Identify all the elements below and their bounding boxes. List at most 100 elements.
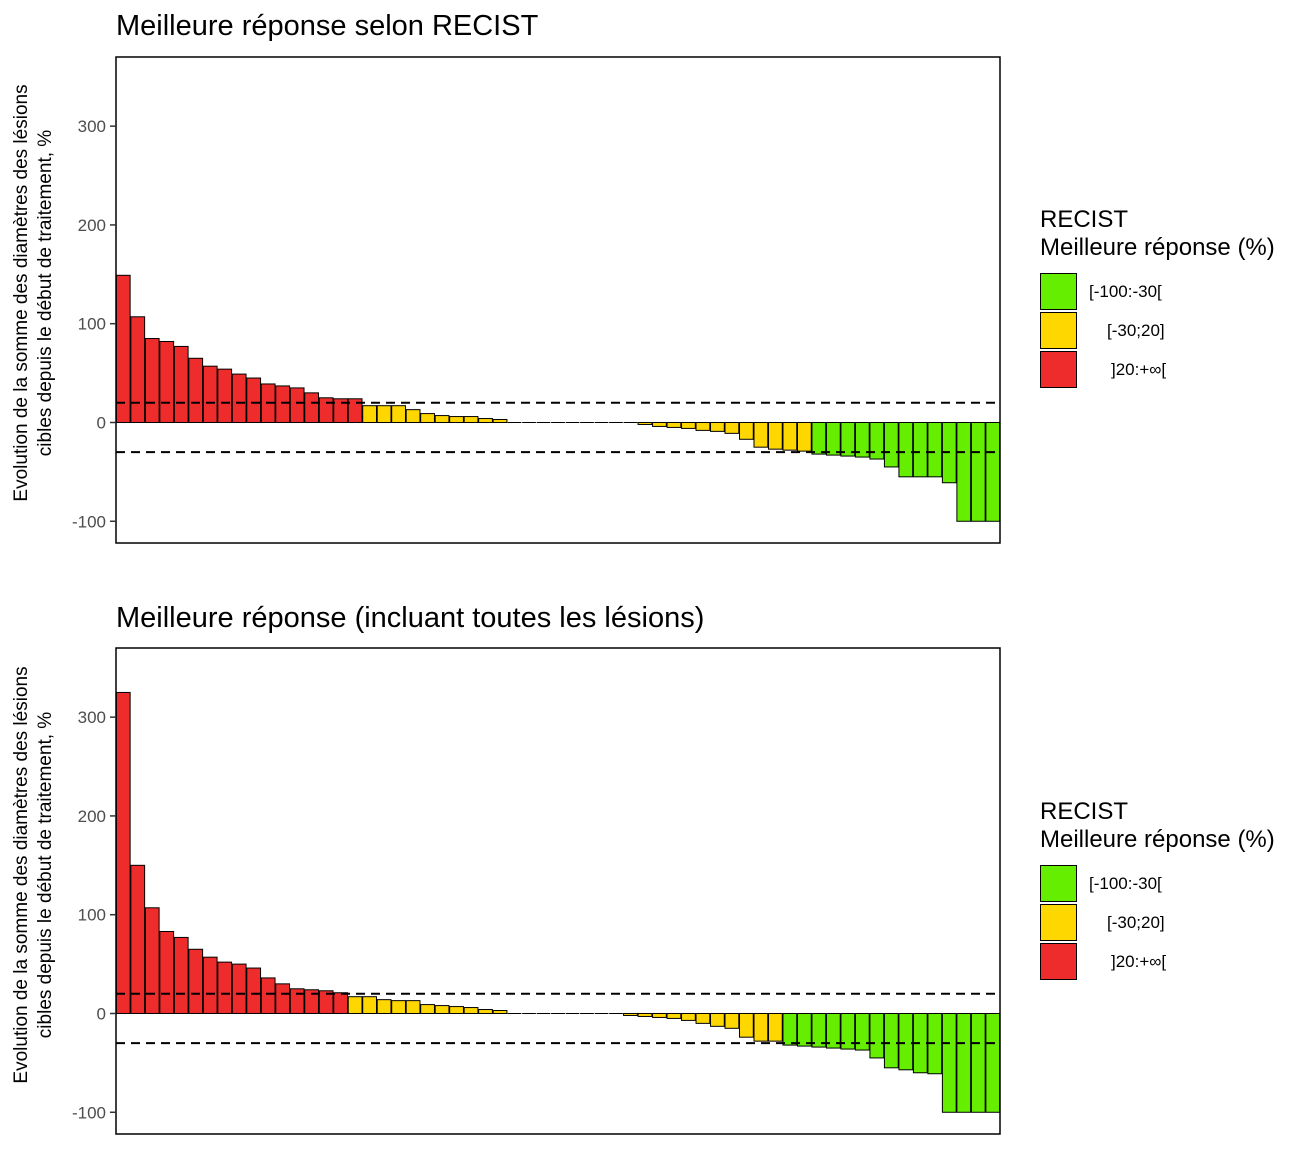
bar	[115, 691, 131, 1014]
bar	[463, 416, 479, 423]
bar	[333, 992, 349, 1014]
bar	[970, 1012, 986, 1113]
bar	[246, 377, 262, 423]
bar	[130, 316, 146, 423]
bar	[739, 421, 754, 440]
legend-swatch	[1040, 865, 1077, 902]
plot-frame	[115, 647, 1001, 1135]
bar	[173, 345, 189, 423]
bar	[318, 397, 334, 423]
bar	[767, 1012, 783, 1042]
bar	[652, 421, 667, 427]
bar	[637, 421, 653, 425]
bar	[753, 421, 769, 448]
chart-panel-1: Meilleure réponse selon RECIST Evolution…	[11, 10, 1275, 544]
bar	[130, 864, 146, 1014]
bar	[217, 368, 233, 423]
legend-item-red: ]20:+∞[	[1040, 942, 1275, 981]
legend-label: ]20:+∞[	[1111, 359, 1167, 379]
bar	[449, 1006, 464, 1014]
bar	[115, 274, 131, 423]
bar	[463, 1007, 479, 1014]
bar	[304, 989, 320, 1014]
bar	[869, 1012, 885, 1059]
bar	[202, 956, 218, 1014]
bar	[362, 996, 377, 1014]
legend-title-line1: RECIST	[1040, 206, 1129, 233]
bar	[927, 421, 943, 478]
bar	[260, 977, 276, 1014]
bar	[681, 421, 696, 429]
bar	[695, 421, 711, 431]
bar	[405, 409, 421, 423]
bar	[666, 1012, 682, 1019]
bar	[391, 1000, 406, 1014]
bar	[883, 1012, 899, 1069]
legend-item-yellow: [-30;20]	[1040, 311, 1275, 350]
bar	[173, 936, 189, 1014]
y-tick-label: 200	[78, 807, 106, 826]
bar	[710, 1012, 725, 1027]
bar	[188, 357, 204, 423]
bar	[304, 392, 320, 423]
y-tick-label: 100	[78, 315, 106, 334]
bar	[956, 421, 972, 522]
plot-area: -100 0 100 200 300	[72, 56, 1001, 544]
legend-swatch	[1040, 312, 1077, 349]
y-tick-label: 300	[78, 117, 106, 136]
legend-label: [-30;20]	[1107, 320, 1165, 340]
bar	[492, 419, 508, 423]
bar	[883, 421, 899, 468]
bar	[710, 421, 725, 432]
legend-label: ]20:+∞[	[1111, 951, 1167, 971]
bar	[941, 1012, 957, 1113]
bar	[144, 907, 160, 1014]
legend-title-line2: Meilleure réponse (%)	[1040, 826, 1275, 853]
legend: RECIST Meilleure réponse (%) [-100:-30[ …	[1040, 798, 1275, 981]
legend-swatch	[1040, 943, 1077, 980]
bar	[912, 421, 928, 478]
y-tick-label: -100	[72, 1103, 106, 1122]
bar	[478, 1009, 493, 1014]
legend-item-red: ]20:+∞[	[1040, 350, 1275, 389]
bar	[333, 398, 349, 423]
legend-title-line2: Meilleure réponse (%)	[1040, 234, 1275, 261]
bar	[376, 999, 392, 1014]
y-tick-label: 200	[78, 216, 106, 235]
bar	[869, 421, 885, 460]
bar	[796, 1012, 812, 1047]
legend-item-yellow: [-30;20]	[1040, 903, 1275, 942]
legend-swatch	[1040, 904, 1077, 941]
bar	[724, 421, 740, 434]
bar	[159, 931, 175, 1014]
legend-swatch	[1040, 351, 1077, 388]
bar	[970, 421, 986, 522]
y-tick-label: 100	[78, 906, 106, 925]
bar	[695, 1012, 711, 1024]
bar	[289, 988, 305, 1014]
bar	[739, 1012, 754, 1038]
bar	[767, 421, 783, 450]
bar	[246, 967, 262, 1014]
bar	[854, 421, 870, 458]
bar	[782, 421, 798, 451]
bar	[782, 1012, 798, 1046]
y-tick-label: -100	[72, 512, 106, 531]
bar	[275, 385, 291, 423]
bar	[825, 421, 841, 456]
legend-label: [-100:-30[	[1089, 873, 1162, 893]
bar	[898, 421, 914, 478]
bar	[811, 1012, 827, 1048]
bar	[318, 990, 334, 1014]
bar	[854, 1012, 870, 1051]
bar	[144, 338, 160, 423]
bar	[985, 421, 1001, 522]
bar	[434, 415, 450, 423]
legend: RECIST Meilleure réponse (%) [-100:-30[ …	[1040, 206, 1275, 389]
bar	[434, 1005, 450, 1014]
bar	[347, 996, 363, 1014]
bar	[420, 1004, 435, 1014]
y-tick-label: 300	[78, 708, 106, 727]
bar	[825, 1012, 841, 1049]
bar	[231, 963, 247, 1014]
